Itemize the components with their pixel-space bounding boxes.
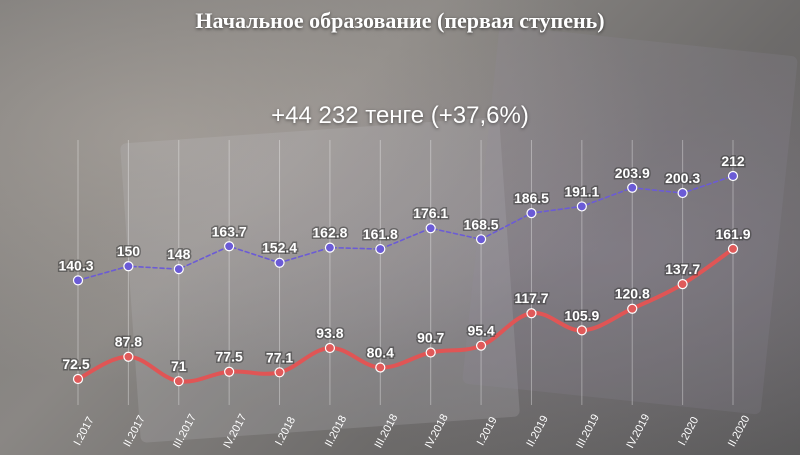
data-label: 71 [171, 358, 187, 374]
x-tick-label: IV.2019 [624, 412, 652, 450]
data-point [576, 325, 587, 336]
data-label: 152.4 [262, 240, 297, 256]
x-tick-label: III.2018 [373, 412, 401, 450]
data-point [324, 242, 336, 253]
data-label: 137.7 [665, 261, 700, 277]
data-label: 72.5 [62, 356, 89, 372]
data-point [173, 264, 184, 275]
data-label: 161.8 [363, 226, 398, 242]
data-label: 176.1 [413, 205, 448, 221]
data-label: 200.3 [665, 170, 700, 186]
data-label: 191.1 [564, 183, 599, 199]
data-point [475, 234, 487, 245]
data-label: 120.8 [615, 286, 650, 302]
data-point [224, 366, 235, 377]
data-label: 163.7 [212, 223, 247, 239]
data-label: 168.5 [464, 216, 499, 232]
data-point [576, 201, 587, 212]
data-label: 140.3 [58, 257, 93, 273]
x-tick-label: II.2020 [726, 414, 752, 449]
series-points [72, 170, 739, 387]
data-point [425, 347, 436, 358]
data-label: 203.9 [615, 165, 650, 181]
data-point [727, 243, 739, 255]
data-label: 150 [117, 243, 141, 259]
data-point [72, 373, 84, 385]
data-label: 80.4 [367, 345, 394, 361]
data-label: 105.9 [564, 307, 599, 323]
data-point [324, 342, 336, 354]
data-point [677, 187, 688, 199]
data-point [677, 279, 688, 290]
data-label: 93.8 [316, 325, 343, 341]
data-label: 162.8 [312, 225, 347, 241]
data-point [173, 376, 184, 387]
data-label: 77.5 [216, 349, 243, 365]
data-point [224, 241, 235, 252]
x-tick-label: I.2018 [273, 415, 298, 448]
data-point [526, 208, 537, 219]
x-tick-label: I.2020 [676, 415, 701, 448]
x-tick-label: II.2019 [524, 414, 550, 449]
data-label: 95.4 [467, 323, 494, 339]
x-tick-label: III.2019 [574, 412, 602, 450]
data-point [425, 223, 436, 234]
x-tick-label: II.2018 [323, 414, 349, 449]
data-label: 148 [167, 246, 191, 262]
data-point [375, 243, 386, 255]
data-point [627, 303, 638, 314]
data-label: 117.7 [514, 290, 548, 306]
data-label: 161.9 [715, 226, 750, 242]
chart-title: Начальное образование (первая ступень) [195, 8, 605, 33]
x-axis-ticks: I.2017 II.2017 III.2017 IV.2017 I.2018 II.201… [72, 412, 753, 450]
x-tick-label: II.2017 [121, 414, 147, 449]
data-label: 212 [721, 153, 745, 169]
data-point [526, 308, 537, 319]
chart-subtitle: +44 232 тенге (+37,6%) [271, 102, 529, 129]
series-lines [76, 175, 735, 384]
data-point [274, 257, 285, 268]
data-point [727, 170, 739, 182]
data-label: 77.1 [266, 349, 293, 365]
data-point [375, 362, 386, 373]
x-tick-label: I.2019 [475, 415, 500, 448]
x-tick-label: III.2017 [171, 412, 199, 450]
series-line-1 [77, 175, 734, 282]
data-point [627, 182, 638, 193]
data-label: 186.5 [514, 190, 549, 206]
data-point [475, 340, 487, 351]
data-label: 90.7 [417, 330, 444, 346]
data-label: 87.8 [115, 334, 142, 350]
data-labels: 140.3 150 148 163.7 152.4 162.8 161.8 176.1 168.… [57, 152, 752, 376]
x-tick-label: IV.2018 [423, 412, 451, 450]
x-tick-label: IV.2017 [221, 412, 249, 450]
data-point [123, 351, 134, 362]
data-point [274, 367, 285, 378]
x-tick-label: I.2017 [72, 415, 97, 448]
grid-lines [77, 140, 734, 405]
series-line-2 [76, 246, 735, 384]
data-point [72, 275, 84, 286]
data-point [123, 261, 134, 272]
